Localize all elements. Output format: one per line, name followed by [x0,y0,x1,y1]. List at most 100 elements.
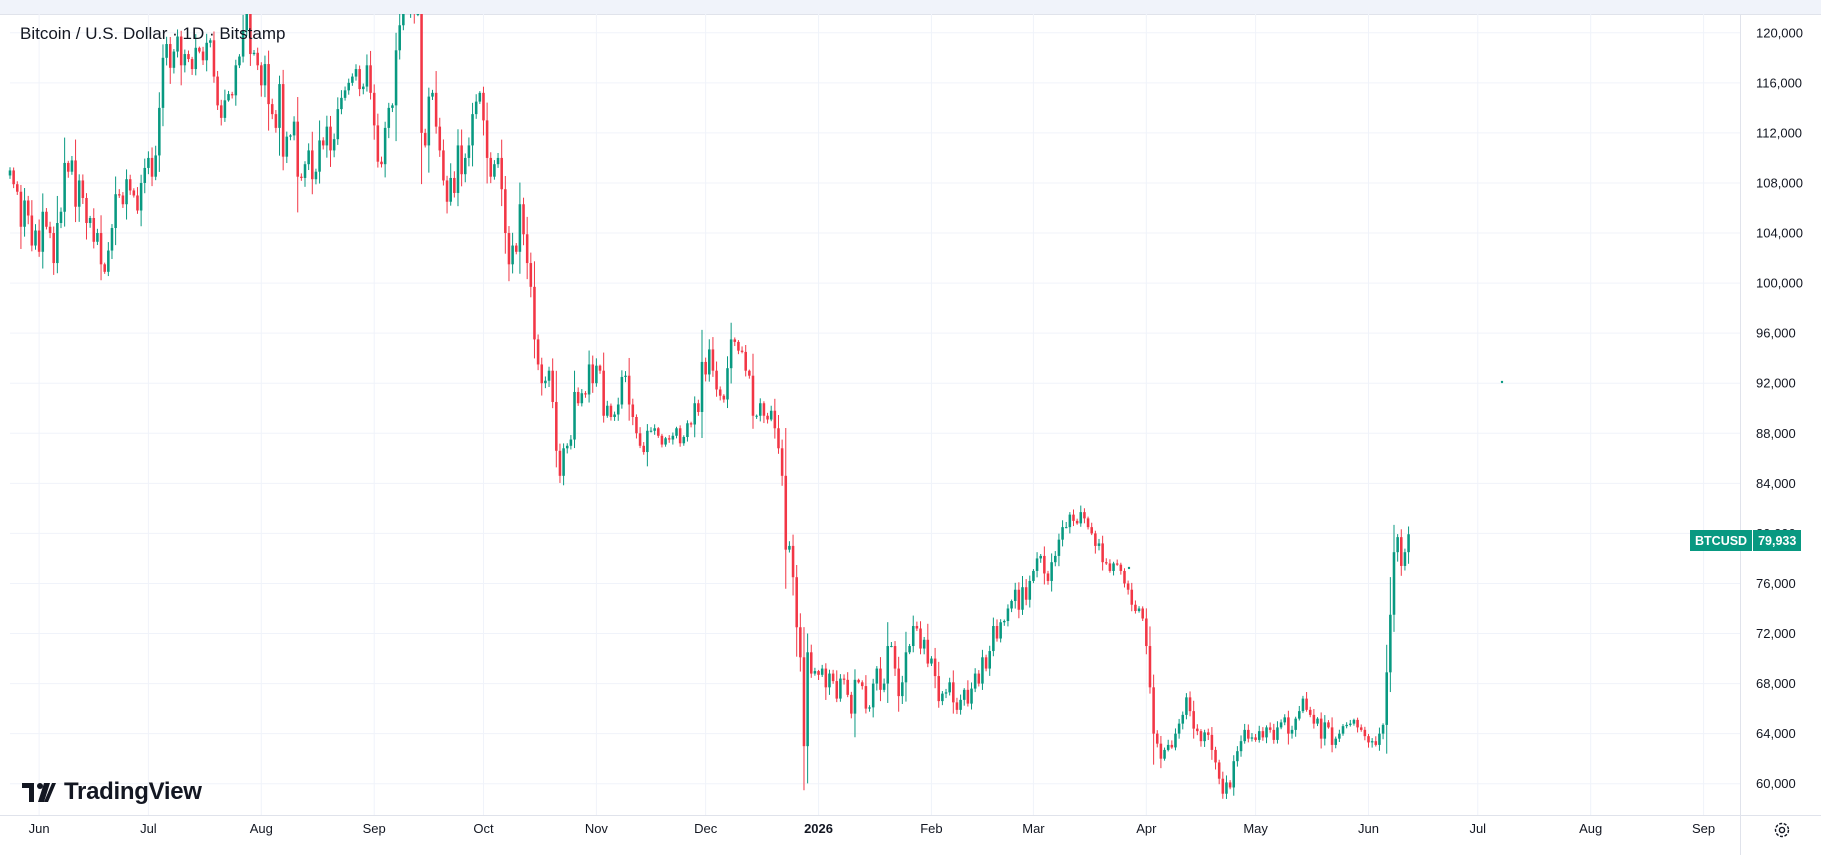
candle-body [529,263,533,287]
candle-body [194,47,198,70]
candle-body [758,403,762,416]
candle-body [755,415,758,417]
candle-body [1061,527,1064,540]
candle-body [839,678,842,699]
candle-body [147,157,150,168]
candle-body [671,435,675,440]
chart-legend-title[interactable]: Bitcoin / U.S. Dollar · 1D · Bitstamp [20,24,286,43]
candle-body [893,646,897,669]
candle-body [376,125,380,162]
candle-body [973,673,977,689]
candle-body [514,245,518,252]
candle-body [362,86,365,90]
candle-body [19,191,23,227]
candle-body [150,157,154,177]
candle-body [463,157,467,175]
candle-body [886,646,890,684]
chart-markers [1127,380,1504,570]
badge-value: 79,933 [1753,530,1802,551]
candle-body [879,668,882,690]
candle-body [41,211,45,252]
candle-body [555,401,558,451]
time-axis[interactable]: Jun Jul Aug Sep Oct Nov Dec 2026 Feb Mar Apr May Jun… [29,821,1715,836]
candle-body [908,646,911,653]
candle-body [1239,741,1243,752]
candle-body [1130,589,1134,605]
candle-body [809,652,813,674]
candle-body [1352,719,1356,724]
candle-body [1374,741,1378,745]
candle-body [314,171,318,180]
candle-body [868,707,871,709]
candle-body [423,132,427,146]
price-tick-label: 64,000 [1756,726,1796,741]
candle-body [431,92,434,97]
candle-body [1024,587,1028,600]
candle-body [281,84,285,157]
candle-body [664,438,667,445]
candle-body [77,180,81,207]
candle-body [831,673,835,682]
candle-body [660,435,664,445]
candle-body [416,14,420,15]
candle-body [587,364,591,395]
candle-body [1057,539,1061,556]
candle-body [708,349,711,375]
candle-body [1126,583,1130,590]
candle-body [1272,729,1276,740]
candle-body [584,393,587,395]
candle-body [1225,782,1228,794]
candle-body [1250,737,1254,739]
candle-body [711,349,715,371]
candle-body [190,59,194,70]
candle-body [941,693,944,702]
candle-body [59,211,63,224]
candle-body [631,404,635,418]
candle-body [114,194,117,229]
candle-body [165,44,168,58]
candle-body [493,164,496,177]
candle-body [219,105,223,118]
candle-body [1381,724,1385,734]
time-tick-label: May [1243,821,1268,836]
price-chart[interactable]: 60,00064,00068,00072,00076,00080,00084,0… [0,14,1821,855]
candle-body [383,127,387,165]
candle-body [139,182,143,211]
tradingview-logo[interactable]: TradingView [22,778,202,806]
candle-body [558,450,562,476]
candle-body [332,139,336,151]
candle-body [595,365,598,384]
candle-body [1268,727,1272,730]
candle-body [85,197,88,224]
candle-body [1013,589,1017,601]
candle-body [1367,736,1370,743]
candle-body [1298,711,1301,719]
candle-body [1385,672,1388,725]
time-tick-label: Oct [473,821,494,836]
candle-body [289,135,292,137]
candle-body [773,410,777,429]
candle-body [30,215,34,246]
candle-body [66,162,70,172]
candle-body [915,626,919,629]
candle-body [107,250,110,272]
candle-body [292,121,296,136]
time-tick-label: Jun [29,821,50,836]
candle-body [882,683,886,690]
candle-body [420,14,423,133]
candle-body [977,673,981,684]
candle-body [136,195,139,211]
price-axis[interactable]: 60,00064,00068,00072,00076,00080,00084,0… [1756,25,1803,791]
candle-body [1003,621,1006,623]
candle-body [1094,533,1097,546]
candle-body [351,76,354,83]
candle-body [1043,555,1046,574]
settings-icon[interactable] [1772,820,1792,840]
candle-body [278,84,281,128]
candle-body [496,157,500,165]
candle-body [482,92,485,121]
candle-body [813,671,817,674]
candle-body [802,657,806,747]
candle-body [1097,543,1101,546]
candle-body [573,391,576,440]
